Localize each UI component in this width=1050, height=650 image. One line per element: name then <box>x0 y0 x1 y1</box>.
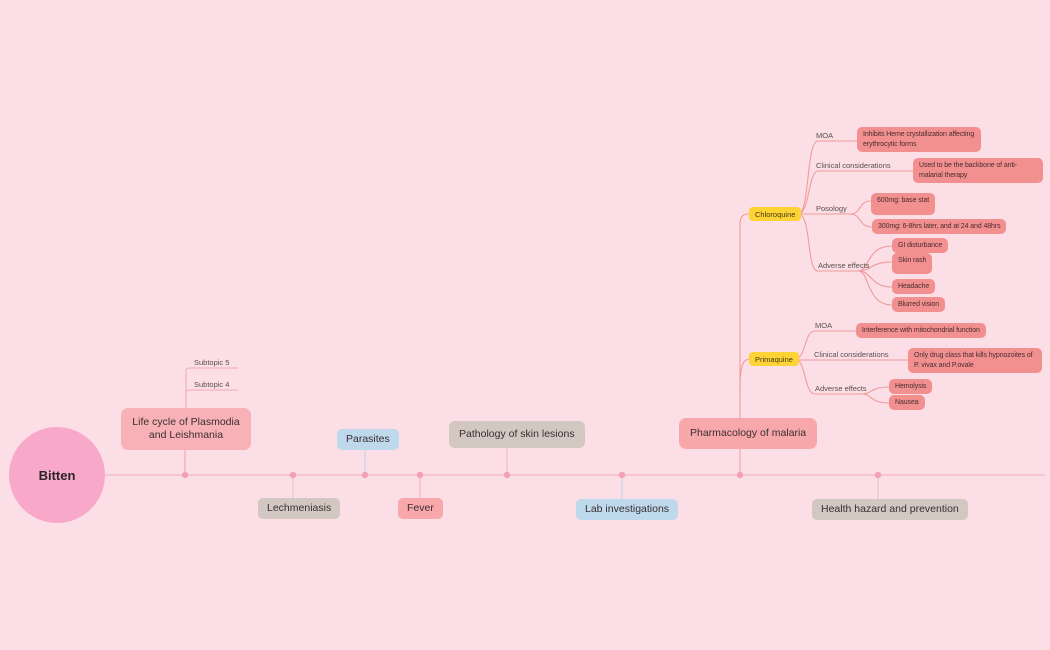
topic-pharmacology[interactable]: Pharmacology of malaria <box>679 418 818 449</box>
chloroquine-moa-detail[interactable]: Inhibits Heme crystallization affecting … <box>857 127 981 152</box>
posology-item1-line <box>849 200 872 215</box>
adverse-headache[interactable]: Headache <box>892 279 936 294</box>
subtopic-5[interactable]: Subtopic 5 <box>194 358 230 367</box>
posology-item-300mg[interactable]: 300mg: 6-8hrs later, and at 24 and 48hrs <box>872 219 1007 234</box>
branch-junction-dots <box>181 471 882 479</box>
adverse-headache-line <box>857 270 893 288</box>
chloroquine-adverse-label[interactable]: Adverse effects <box>818 261 870 270</box>
adverse-gi-disturbance[interactable]: GI disturbance <box>892 238 949 253</box>
chloroquine-clinical-detail[interactable]: Used to be the backbone of anti-malarial… <box>913 158 1043 183</box>
subtopic4-connector <box>185 389 238 393</box>
topic-health-hazard[interactable]: Health hazard and prevention <box>812 499 968 520</box>
posology-item2-line <box>849 213 873 228</box>
topic-fever[interactable]: Fever <box>398 498 443 519</box>
topic-lechmeniasis[interactable]: Lechmeniasis <box>258 498 341 519</box>
topic-life-cycle[interactable]: Life cycle of Plasmodia and Leishmania <box>121 408 251 450</box>
chloroquine-branch <box>739 213 750 418</box>
adverse-hemolysis[interactable]: Hemolysis <box>889 379 933 394</box>
root-node-bitten[interactable]: Bitten <box>9 427 105 523</box>
posology-item-600mg[interactable]: 600mg: base stat <box>871 193 936 215</box>
chloroquine-moa-label[interactable]: MOA <box>816 131 834 140</box>
topic-pathology[interactable]: Pathology of skin lesions <box>449 421 585 448</box>
adverse-nausea[interactable]: Nausea <box>889 395 925 410</box>
node-primaquine[interactable]: Primaquine <box>749 352 799 366</box>
primaquine-moa-label[interactable]: MOA <box>815 321 833 330</box>
topic-lab-investigations[interactable]: Lab investigations <box>576 499 679 520</box>
adverse-blurred-line <box>857 270 893 306</box>
subtopic-4[interactable]: Subtopic 4 <box>194 380 230 389</box>
chloroquine-clinical-label[interactable]: Clinical considerations <box>816 161 891 170</box>
primaquine-moa-detail[interactable]: Interference with mitochondrial function <box>856 323 986 338</box>
primaquine-adverse-label[interactable]: Adverse effects <box>815 384 867 393</box>
adverse-skin-rash[interactable]: Skin rash <box>892 253 933 274</box>
chloroquine-posology-label[interactable]: Posology <box>816 204 847 213</box>
primaquine-clinical-label[interactable]: Clinical considerations <box>814 350 889 359</box>
topic-parasites[interactable]: Parasites <box>337 429 399 450</box>
adverse-nausea-line <box>861 393 890 404</box>
node-chloroquine[interactable]: Chloroquine <box>749 207 802 221</box>
adverse-blurred-vision[interactable]: Blurred vision <box>892 297 946 312</box>
primaquine-clinical-detail[interactable]: Only drug class that kills hypnozoites o… <box>908 348 1042 373</box>
